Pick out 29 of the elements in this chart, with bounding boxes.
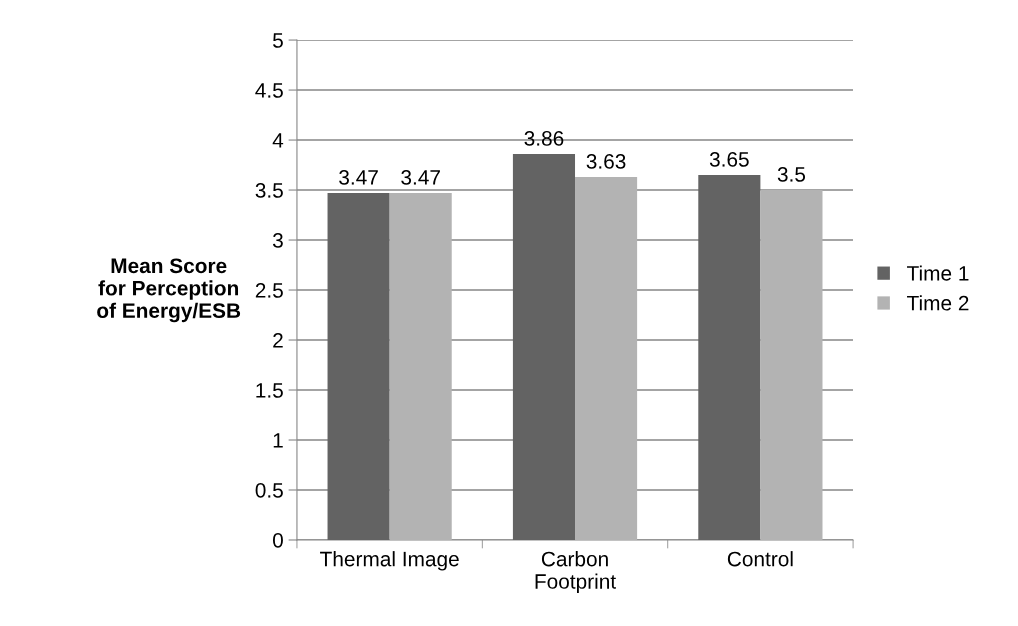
legend-label: Time 2 <box>907 295 969 311</box>
legend-label: Time 1 <box>907 265 969 281</box>
y-tick-label: 2.5 <box>255 283 283 298</box>
data-label: 3.47 <box>339 170 378 185</box>
bar <box>389 193 452 540</box>
x-tick-label: Control <box>727 551 793 567</box>
bar <box>698 175 761 540</box>
y-tick-label: 1.5 <box>256 383 283 398</box>
y-tick-label: 0.5 <box>255 483 283 498</box>
y-tick-label: 4.5 <box>255 83 283 98</box>
data-label: 3.65 <box>709 152 749 167</box>
y-tick-label: 0 <box>272 532 283 548</box>
data-label: 3.5 <box>777 167 806 182</box>
y-tick-label: 1 <box>273 433 283 448</box>
data-label: 3.47 <box>401 170 440 185</box>
data-label: 3.63 <box>586 154 626 169</box>
y-tick-label: 5 <box>273 33 283 48</box>
y-tick-label: 2 <box>273 333 283 348</box>
x-tick-label: Carbon Footprint <box>535 551 616 593</box>
y-axis-title: Mean Score for Perception of Energy/ESB <box>97 258 241 323</box>
bar <box>575 177 638 540</box>
y-tick-label: 3 <box>272 233 283 248</box>
y-tick-label: 3.5 <box>255 183 283 198</box>
bar <box>327 193 390 540</box>
y-tick-label: 4 <box>272 133 284 148</box>
x-tick-label: Thermal Image <box>320 551 459 571</box>
bar <box>760 190 823 540</box>
bar <box>512 154 576 540</box>
data-label: 3.86 <box>524 131 564 146</box>
